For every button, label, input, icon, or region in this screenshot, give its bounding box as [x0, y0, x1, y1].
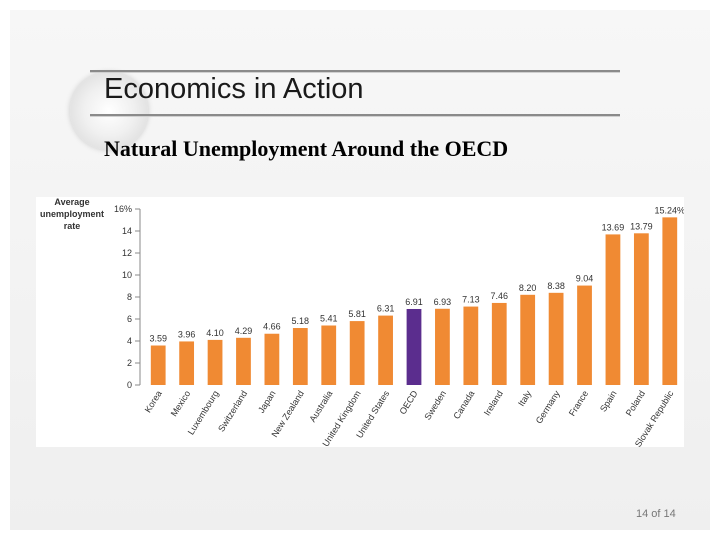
page-number: 14 of 14	[636, 508, 676, 520]
value-label: 7.46	[490, 291, 508, 301]
value-label: 4.10	[206, 328, 224, 338]
value-label: 15.24%	[655, 205, 684, 215]
y-tick-label: 0	[127, 380, 132, 390]
value-label: 6.91	[405, 297, 423, 307]
title-orb-decoration	[70, 72, 148, 150]
bar-united-kingdom	[349, 321, 365, 385]
y-tick-label: 4	[127, 336, 132, 346]
x-tick-label: Canada	[451, 389, 476, 421]
x-tick-label: Australia	[307, 389, 334, 424]
x-tick-label: France	[567, 389, 590, 418]
bar-sweden	[435, 308, 450, 385]
bar-chart: Average unemployment rate 0 2 4 6 8 10 12 14 16% 3…	[40, 197, 685, 449]
value-label: 7.13	[462, 295, 480, 305]
axes: 0 2 4 6 8 10 12 14 16%	[114, 204, 141, 390]
y-tick-label: 16%	[114, 204, 132, 214]
x-tick-label: Ireland	[482, 389, 505, 418]
bar-germany	[548, 292, 564, 385]
value-label: 9.04	[576, 274, 594, 284]
title-top-rule	[90, 70, 620, 72]
x-tick-label: Mexico	[169, 389, 193, 418]
chart-panel: Average unemployment rate 0 2 4 6 8 10 12 14 16% 3…	[36, 197, 685, 449]
x-tick-label: Poland	[624, 389, 647, 418]
bar-japan	[264, 333, 280, 385]
x-tick-label: Spain	[598, 389, 619, 414]
bar-canada	[463, 306, 479, 385]
value-label: 6.93	[434, 297, 452, 307]
y-tick-label: 6	[127, 314, 132, 324]
value-labels: 3.59 3.96 4.10 4.29 4.66 5.18 5.41 5.81 6.31 6.91…	[149, 205, 685, 344]
bar-australia	[321, 325, 337, 385]
bar-mexico	[179, 341, 195, 385]
slide-title: Economics in Action	[104, 73, 364, 105]
x-tick-label: Sweden	[422, 389, 448, 422]
bar-italy	[520, 294, 536, 385]
value-label: 13.79	[630, 221, 653, 231]
y-axis-label: Average unemployment rate	[40, 197, 104, 231]
x-tick-label: OECD	[397, 388, 420, 416]
slide-subtitle: Natural Unemployment Around the OECD	[104, 136, 509, 161]
value-label: 4.66	[263, 322, 281, 332]
x-tick-label: Korea	[143, 389, 164, 415]
bar-france	[577, 285, 592, 385]
bar-slovak-republic	[662, 217, 678, 385]
y-axis-label-line: unemployment	[40, 209, 104, 219]
bar-switzerland	[236, 337, 251, 385]
bar-new-zealand	[292, 328, 308, 385]
bar-luxembourg	[207, 339, 223, 385]
y-axis-label-line: rate	[64, 221, 81, 231]
y-tick-label: 14	[122, 226, 132, 236]
x-tick-label: Switzerland	[216, 389, 249, 434]
value-label: 3.59	[149, 334, 167, 344]
title-bottom-rule	[90, 114, 620, 116]
value-label: 3.96	[178, 329, 196, 339]
value-label: 8.20	[519, 283, 537, 293]
bar-oecd	[406, 308, 422, 385]
value-label: 6.31	[377, 304, 395, 314]
bar-united-states	[378, 315, 393, 385]
y-tick-label: 10	[122, 270, 132, 280]
bar-korea	[150, 345, 166, 385]
x-tick-label: Germany	[534, 388, 562, 425]
value-label: 5.18	[292, 316, 310, 326]
x-tick-label: Japan	[256, 389, 277, 415]
y-axis-label-line: Average	[54, 197, 89, 207]
y-tick-label: 2	[127, 358, 132, 368]
bar-ireland	[491, 302, 507, 385]
bars	[150, 217, 678, 385]
value-label: 5.81	[348, 309, 366, 319]
value-label: 4.29	[235, 326, 253, 336]
bar-poland	[633, 233, 649, 385]
value-label: 13.69	[602, 222, 625, 232]
bar-spain	[605, 234, 621, 385]
y-tick-label: 8	[127, 292, 132, 302]
value-label: 8.38	[547, 281, 565, 291]
x-tick-label: Italy	[516, 388, 533, 408]
y-tick-label: 12	[122, 248, 132, 258]
value-label: 5.41	[320, 313, 338, 323]
